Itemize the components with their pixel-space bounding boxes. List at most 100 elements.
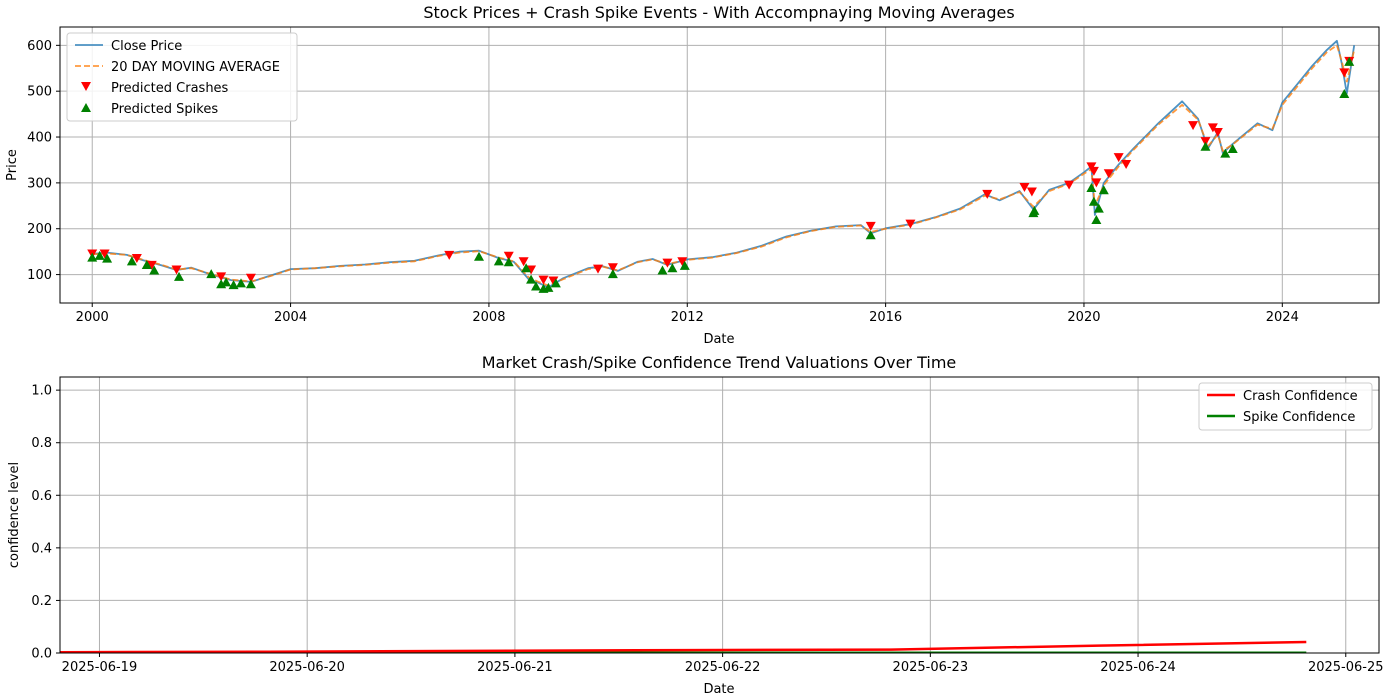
confidence-chart-legend: Crash Confidence Spike Confidence xyxy=(1198,382,1373,431)
spike-marker xyxy=(1200,141,1211,151)
crash-marker xyxy=(538,275,549,285)
x-tick-label: 2025-06-24 xyxy=(1100,660,1176,675)
confidence-chart-y-ticks: 0.0 0.2 0.4 0.6 0.8 1.0 xyxy=(31,384,60,662)
spike-marker xyxy=(102,253,113,263)
confidence-chart-frame xyxy=(59,376,1380,654)
spike-marker xyxy=(607,269,618,279)
y-tick-label: 100 xyxy=(27,268,52,283)
legend-spike-label: Predicted Spikes xyxy=(111,102,218,117)
crash-marker xyxy=(593,264,604,274)
crash-marker xyxy=(1188,121,1199,131)
crash-marker xyxy=(245,273,256,283)
y-tick-label: 0.6 xyxy=(31,489,52,504)
confidence-chart-title: Market Crash/Spike Confidence Trend Valu… xyxy=(482,353,957,372)
y-tick-label: 400 xyxy=(27,131,52,146)
x-tick-label: 2008 xyxy=(472,310,505,325)
spike-marker xyxy=(206,269,217,279)
spike-marker xyxy=(526,274,537,284)
crash-marker xyxy=(1200,137,1211,147)
confidence-chart: Market Crash/Spike Confidence Trend Valu… xyxy=(7,353,1384,697)
spike-marker xyxy=(1088,196,1099,206)
crash-marker xyxy=(146,260,157,270)
x-tick-label: 2025-06-23 xyxy=(893,660,969,675)
y-tick-label: 500 xyxy=(27,85,52,100)
crash-marker xyxy=(1103,169,1114,179)
crash-marker xyxy=(518,257,529,267)
legend-spike-confidence-label: Spike Confidence xyxy=(1243,410,1355,425)
crash-marker xyxy=(677,257,688,267)
spike-marker xyxy=(1029,205,1040,215)
crash-marker xyxy=(171,265,182,275)
x-tick-label: 2024 xyxy=(1266,310,1299,325)
spike-marker xyxy=(1093,203,1104,213)
spike-marker xyxy=(503,257,514,267)
spike-marker xyxy=(1091,215,1102,225)
price-chart-y-ticks: 100 200 300 400 500 600 xyxy=(27,39,60,283)
x-tick-label: 2012 xyxy=(671,310,704,325)
y-tick-label: 200 xyxy=(27,222,52,237)
spike-marker xyxy=(543,282,554,292)
crash-marker xyxy=(1064,180,1075,190)
crash-marker xyxy=(905,219,916,229)
crash-marker xyxy=(1121,160,1132,170)
spike-marker xyxy=(679,260,690,270)
x-tick-label: 2004 xyxy=(274,310,307,325)
spike-marker xyxy=(235,278,246,288)
crash-marker xyxy=(1091,178,1102,188)
price-chart: Stock Prices + Crash Spike Events - With… xyxy=(5,3,1380,347)
price-chart-frame xyxy=(59,26,1380,304)
spike-marker xyxy=(1227,143,1238,153)
spike-marker xyxy=(1220,148,1231,158)
spike-marker xyxy=(126,256,137,266)
legend-close-price-label: Close Price xyxy=(111,39,182,54)
plot-marks xyxy=(87,39,1356,293)
crash-confidence-line xyxy=(60,640,1307,653)
y-tick-label: 1.0 xyxy=(31,384,52,399)
spike-marker xyxy=(221,277,232,287)
spike-marker xyxy=(493,256,504,266)
crash-marker xyxy=(1212,127,1223,137)
x-tick-label: 2025-06-21 xyxy=(477,660,553,675)
confidence-chart-x-ticks: 2025-06-19 2025-06-20 2025-06-21 2025-06-22… xyxy=(62,653,1384,675)
spike-marker xyxy=(1098,185,1109,195)
confidence-chart-grid xyxy=(60,377,1379,654)
x-tick-label: 2025-06-20 xyxy=(269,660,345,675)
crash-marker xyxy=(1339,68,1350,78)
crash-marker xyxy=(1088,166,1099,176)
spike-marker xyxy=(141,259,152,269)
crash-marker xyxy=(1207,123,1218,133)
spike-marker xyxy=(865,230,876,240)
spike-marker xyxy=(667,263,678,273)
price-chart-plot-area xyxy=(87,39,1356,293)
y-tick-label: 0.2 xyxy=(31,594,52,609)
crash-marker xyxy=(1019,182,1030,192)
spike-marker xyxy=(550,278,561,288)
x-tick-label: 2016 xyxy=(869,310,902,325)
y-tick-label: 0.0 xyxy=(31,647,52,662)
y-tick-label: 0.4 xyxy=(31,541,52,556)
crash-marker xyxy=(607,263,618,273)
crash-marker xyxy=(503,251,514,261)
legend-crash-label: Predicted Crashes xyxy=(111,81,229,96)
spike-marker xyxy=(94,250,105,260)
y-tick-label: 0.8 xyxy=(31,436,52,451)
x-tick-label: 2000 xyxy=(76,310,109,325)
y-tick-label: 600 xyxy=(27,39,52,54)
spike-marker xyxy=(245,279,256,289)
legend-moving-average-label: 20 DAY MOVING AVERAGE xyxy=(111,60,280,75)
confidence-chart-x-axis-label: Date xyxy=(703,682,734,697)
price-chart-y-axis-label: Price xyxy=(5,149,20,181)
crash-marker xyxy=(216,272,227,282)
legend-crash-marker xyxy=(81,82,91,91)
spike-marker xyxy=(174,271,185,281)
legend-crash-confidence-label: Crash Confidence xyxy=(1243,389,1358,404)
price-chart-legend: Close Price 20 DAY MOVING AVERAGE Predic… xyxy=(66,32,298,122)
crash-marker xyxy=(982,189,993,199)
spike-marker xyxy=(531,281,542,291)
confidence-chart-plot-area xyxy=(60,640,1307,653)
legend-spike-marker xyxy=(81,103,91,112)
price-chart-title: Stock Prices + Crash Spike Events - With… xyxy=(423,3,1014,22)
spike-marker xyxy=(149,265,160,275)
crash-marker xyxy=(1026,187,1037,197)
